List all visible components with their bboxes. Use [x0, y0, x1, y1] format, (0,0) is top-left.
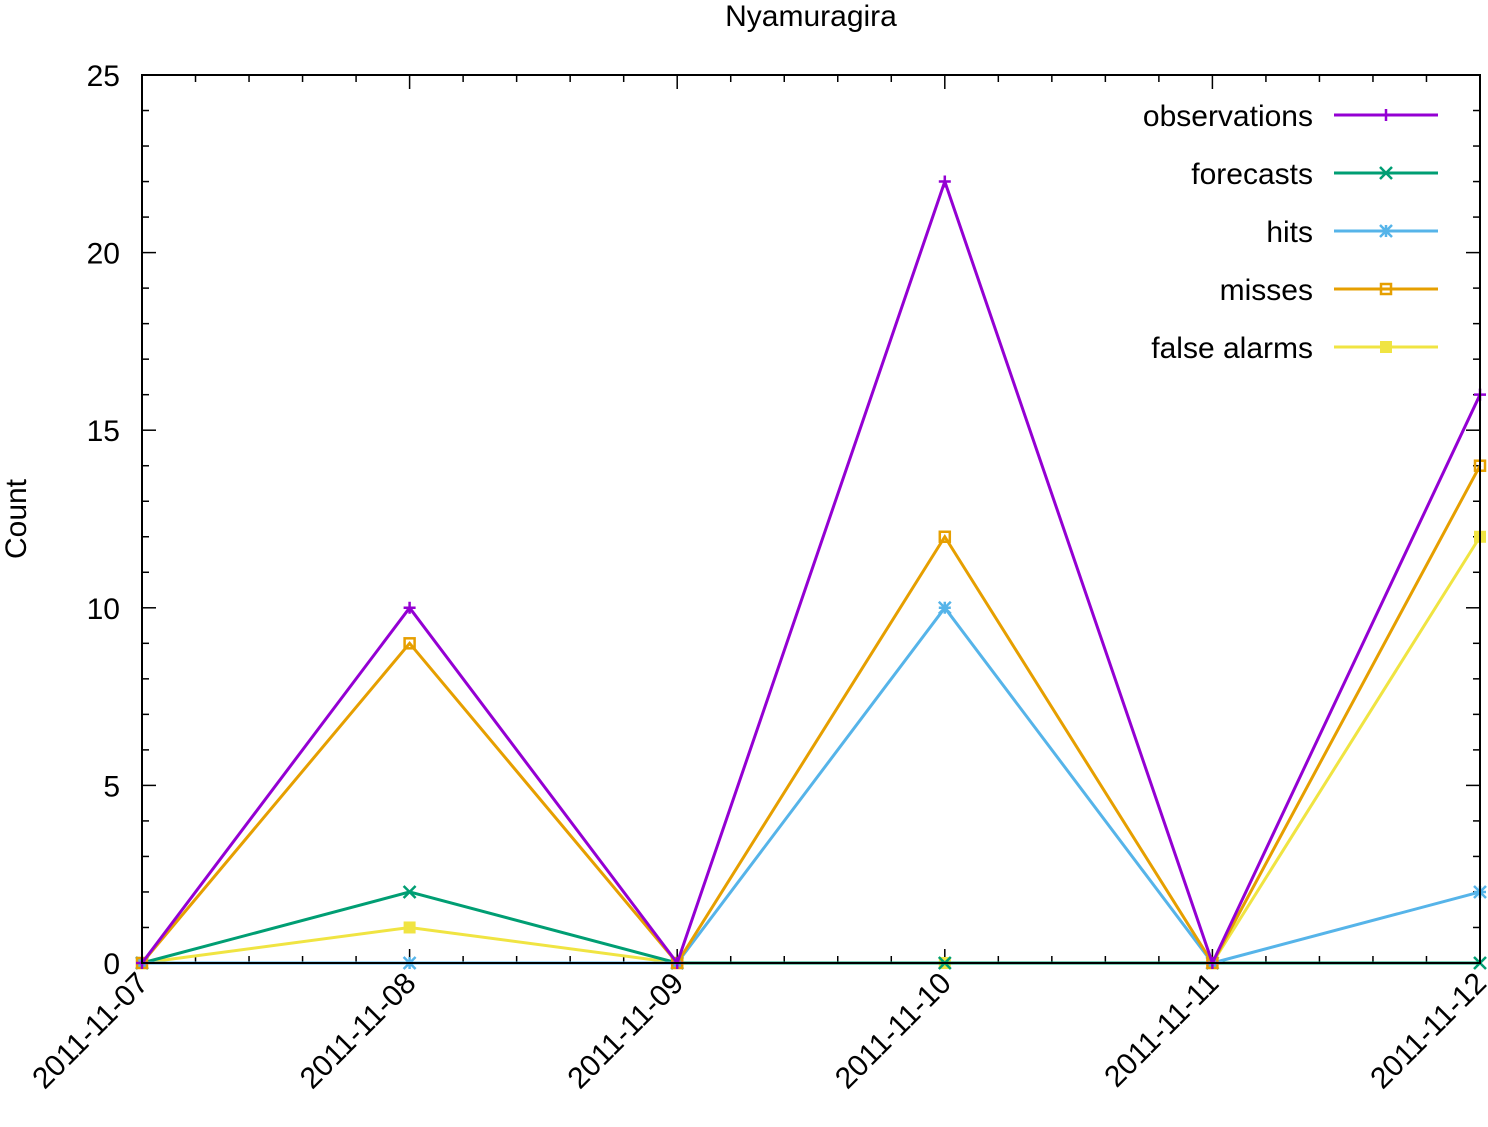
x-tick-label: 2011-11-09 — [561, 967, 690, 1096]
y-axis-label: Count — [0, 478, 33, 559]
series-line-misses — [140, 465, 1482, 966]
data-point-misses — [403, 637, 416, 650]
series-hits — [135, 600, 1487, 970]
y-tick-label: 25 — [87, 60, 120, 93]
legend-label: misses — [1220, 274, 1313, 307]
y-tick-label: 0 — [103, 948, 120, 981]
legend-item-misses: misses — [1220, 274, 1438, 307]
chart-title: Nyamuragira — [725, 0, 897, 33]
data-point-observations — [403, 601, 416, 614]
y-tick-label: 20 — [87, 238, 120, 271]
legend-marker — [1379, 166, 1393, 180]
x-tick-label: 2011-11-07 — [26, 967, 155, 1096]
legend-marker — [1379, 282, 1393, 296]
legend-item-observations: observations — [1143, 100, 1438, 133]
legend-marker — [1379, 224, 1393, 238]
legend-marker — [1380, 341, 1392, 353]
y-tick-label: 10 — [87, 593, 120, 626]
legend-marker — [1380, 109, 1392, 121]
data-point-misses — [938, 530, 952, 544]
y-tick-label: 15 — [87, 415, 120, 448]
legend-item-false-alarms: false alarms — [1151, 332, 1438, 365]
data-point-hits — [937, 600, 952, 615]
x-tick-label: 2011-11-10 — [829, 967, 958, 1096]
data-point-forecasts — [402, 885, 417, 899]
x-tick-label: 2011-11-12 — [1364, 967, 1488, 1096]
legend-label: hits — [1266, 216, 1313, 249]
legend-label: false alarms — [1151, 332, 1313, 365]
legend: observations forecasts hits misses false ala… — [1143, 100, 1438, 365]
legend-item-hits: hits — [1266, 216, 1438, 249]
series-line-observations — [140, 176, 1482, 967]
legend-label: forecasts — [1191, 158, 1313, 191]
data-point-false-alarms — [403, 921, 416, 934]
legend-item-forecasts: forecasts — [1191, 158, 1438, 191]
series-line-forecasts — [141, 890, 1480, 965]
x-tick-label: 2011-11-08 — [294, 967, 423, 1096]
series-forecasts — [135, 885, 1487, 970]
x-tick-label: 2011-11-11 — [1098, 967, 1225, 1094]
data-point-observations — [938, 175, 951, 188]
plot-frame — [141, 74, 1481, 964]
series-misses — [135, 459, 1487, 970]
legend-label: observations — [1143, 100, 1313, 133]
y-tick-label: 5 — [103, 770, 120, 803]
